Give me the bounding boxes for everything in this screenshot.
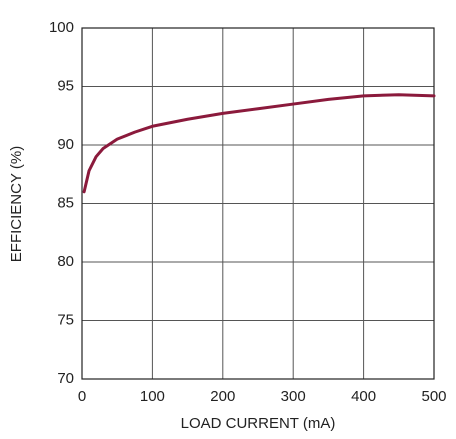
y-tick-label: 75 [57,311,74,328]
x-tick-label: 100 [140,388,165,405]
y-axis-label: EFFICIENCY (%) [8,146,25,262]
efficiency-line [82,93,436,194]
y-tick-label: 95 [57,77,74,94]
x-tick-label: 0 [78,388,86,405]
plot-frame [81,27,435,380]
x-axis-label: LOAD CURRENT (mA) [181,415,336,432]
x-tick-label: 200 [210,388,235,405]
y-tick-label: 80 [57,253,74,270]
y-tick-label: 90 [57,136,74,153]
y-tick-label: 100 [49,19,74,36]
x-tick-label: 300 [281,388,306,405]
y-tick-label: 70 [57,370,74,387]
x-tick-label: 400 [351,388,376,405]
x-tick-label: 500 [421,388,446,405]
y-tick-label: 85 [57,194,74,211]
